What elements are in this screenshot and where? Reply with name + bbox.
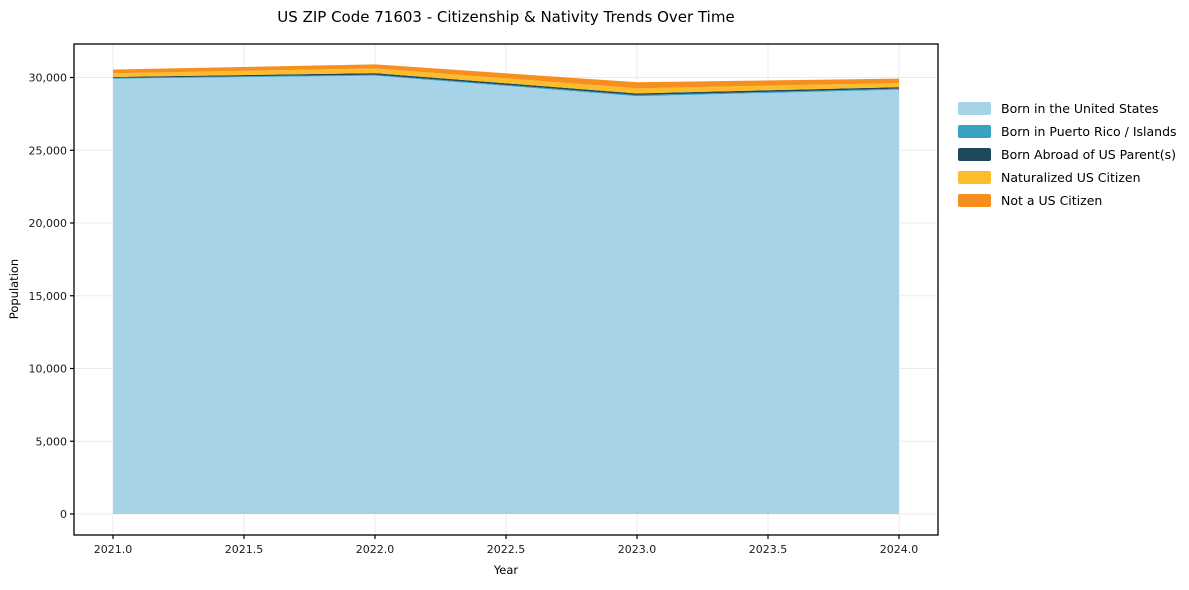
area-not-a-us-citizen xyxy=(113,64,899,89)
legend-item: Not a US Citizen xyxy=(958,194,1177,207)
y-tick-label: 5,000 xyxy=(36,435,68,448)
legend-swatch xyxy=(958,125,991,138)
y-tick-label: 15,000 xyxy=(29,290,68,303)
legend-label: Not a US Citizen xyxy=(1001,193,1103,208)
x-tick-label: 2024.0 xyxy=(880,543,919,556)
legend-label: Born in the United States xyxy=(1001,101,1159,116)
area-naturalized-us-citizen xyxy=(113,68,899,94)
legend: Born in the United States Born in Puerto … xyxy=(958,102,1177,207)
y-tick-label: 0 xyxy=(60,508,67,521)
y-tick-label: 10,000 xyxy=(29,363,68,376)
x-tick-label: 2023.0 xyxy=(618,543,657,556)
y-tick-label: 20,000 xyxy=(29,217,68,230)
legend-swatch xyxy=(958,148,991,161)
legend-item: Naturalized US Citizen xyxy=(958,171,1177,184)
x-axis-label: Year xyxy=(493,563,519,577)
legend-item: Born in the United States xyxy=(958,102,1177,115)
x-tick-label: 2021.5 xyxy=(225,543,264,556)
legend-swatch xyxy=(958,194,991,207)
legend-label: Naturalized US Citizen xyxy=(1001,170,1141,185)
area-born-abroad-of-us-parent-s xyxy=(113,73,899,96)
y-tick-label: 25,000 xyxy=(29,144,68,157)
x-tick-label: 2022.0 xyxy=(356,543,395,556)
area-born-in-the-united-states xyxy=(113,75,899,515)
x-tick-label: 2023.5 xyxy=(749,543,788,556)
legend-item: Born in Puerto Rico / Islands xyxy=(958,125,1177,138)
legend-label: Born Abroad of US Parent(s) xyxy=(1001,147,1176,162)
chart-title: US ZIP Code 71603 - Citizenship & Nativi… xyxy=(277,8,735,26)
legend-item: Born Abroad of US Parent(s) xyxy=(958,148,1177,161)
legend-label: Born in Puerto Rico / Islands xyxy=(1001,124,1177,139)
x-tick-label: 2022.5 xyxy=(487,543,526,556)
y-tick-label: 30,000 xyxy=(29,72,68,85)
legend-swatch xyxy=(958,171,991,184)
x-tick-label: 2021.0 xyxy=(94,543,133,556)
area-born-in-puerto-rico-islands xyxy=(113,74,899,97)
legend-swatch xyxy=(958,102,991,115)
